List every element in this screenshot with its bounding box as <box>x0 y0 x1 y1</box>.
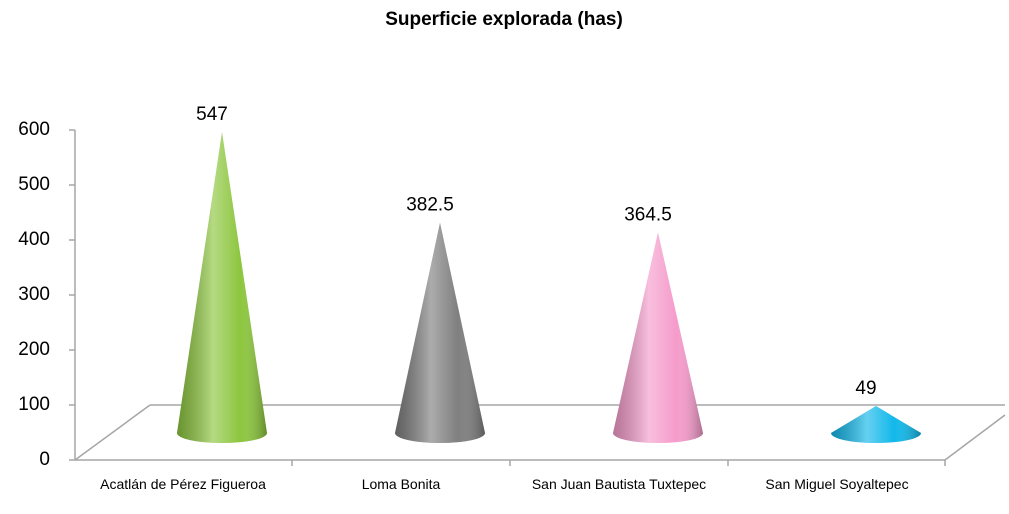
x-tick-label: Loma Bonita <box>361 476 441 492</box>
cone-shade <box>395 222 485 443</box>
y-tick-label: 400 <box>18 229 50 250</box>
chart-title: Superficie explorada (has) <box>385 9 623 30</box>
y-tick-label: 500 <box>18 174 50 195</box>
x-tick-label: San Miguel Soyaltepec <box>765 476 909 492</box>
cone-shade <box>177 132 267 443</box>
cone-shade <box>613 232 703 443</box>
x-tick-label: Acatlán de Pérez Figueroa <box>100 476 266 492</box>
cone-shade <box>831 406 921 443</box>
y-tick-label: 200 <box>18 339 50 360</box>
data-label: 49 <box>855 378 876 399</box>
y-tick-label: 100 <box>18 394 50 415</box>
y-tick-label: 600 <box>18 119 50 140</box>
data-label: 547 <box>196 104 228 125</box>
data-label: 382.5 <box>406 195 454 216</box>
y-tick-label: 0 <box>39 449 50 470</box>
y-tick-label: 300 <box>18 284 50 305</box>
x-tick-label: San Juan Bautista Tuxtepec <box>531 476 707 492</box>
data-label: 364.5 <box>624 205 672 226</box>
